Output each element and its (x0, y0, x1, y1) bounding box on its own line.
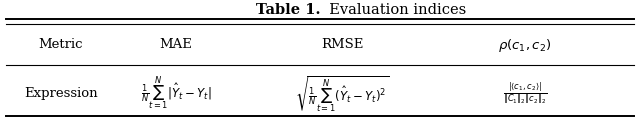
Text: Expression: Expression (24, 87, 98, 100)
Text: $\rho(c_1, c_2)$: $\rho(c_1, c_2)$ (498, 36, 552, 54)
Text: Table 1.: Table 1. (255, 3, 320, 17)
Text: Evaluation indices: Evaluation indices (320, 3, 467, 17)
Text: RMSE: RMSE (321, 39, 364, 51)
Text: $\sqrt{\frac{1}{N}\sum_{t=1}^{N}(\hat{Y}_t - Y_t)^2}$: $\sqrt{\frac{1}{N}\sum_{t=1}^{N}(\hat{Y}… (296, 74, 389, 114)
Text: $\frac{1}{N}\sum_{t=1}^{N}|\hat{Y}_t - Y_t|$: $\frac{1}{N}\sum_{t=1}^{N}|\hat{Y}_t - Y… (141, 75, 211, 112)
Text: $\frac{|\langle c_1,c_2\rangle|}{\|C_1\|_2\|c_2\|_2}$: $\frac{|\langle c_1,c_2\rangle|}{\|C_1\|… (502, 81, 547, 106)
Text: Metric: Metric (38, 39, 83, 51)
Text: MAE: MAE (159, 39, 193, 51)
